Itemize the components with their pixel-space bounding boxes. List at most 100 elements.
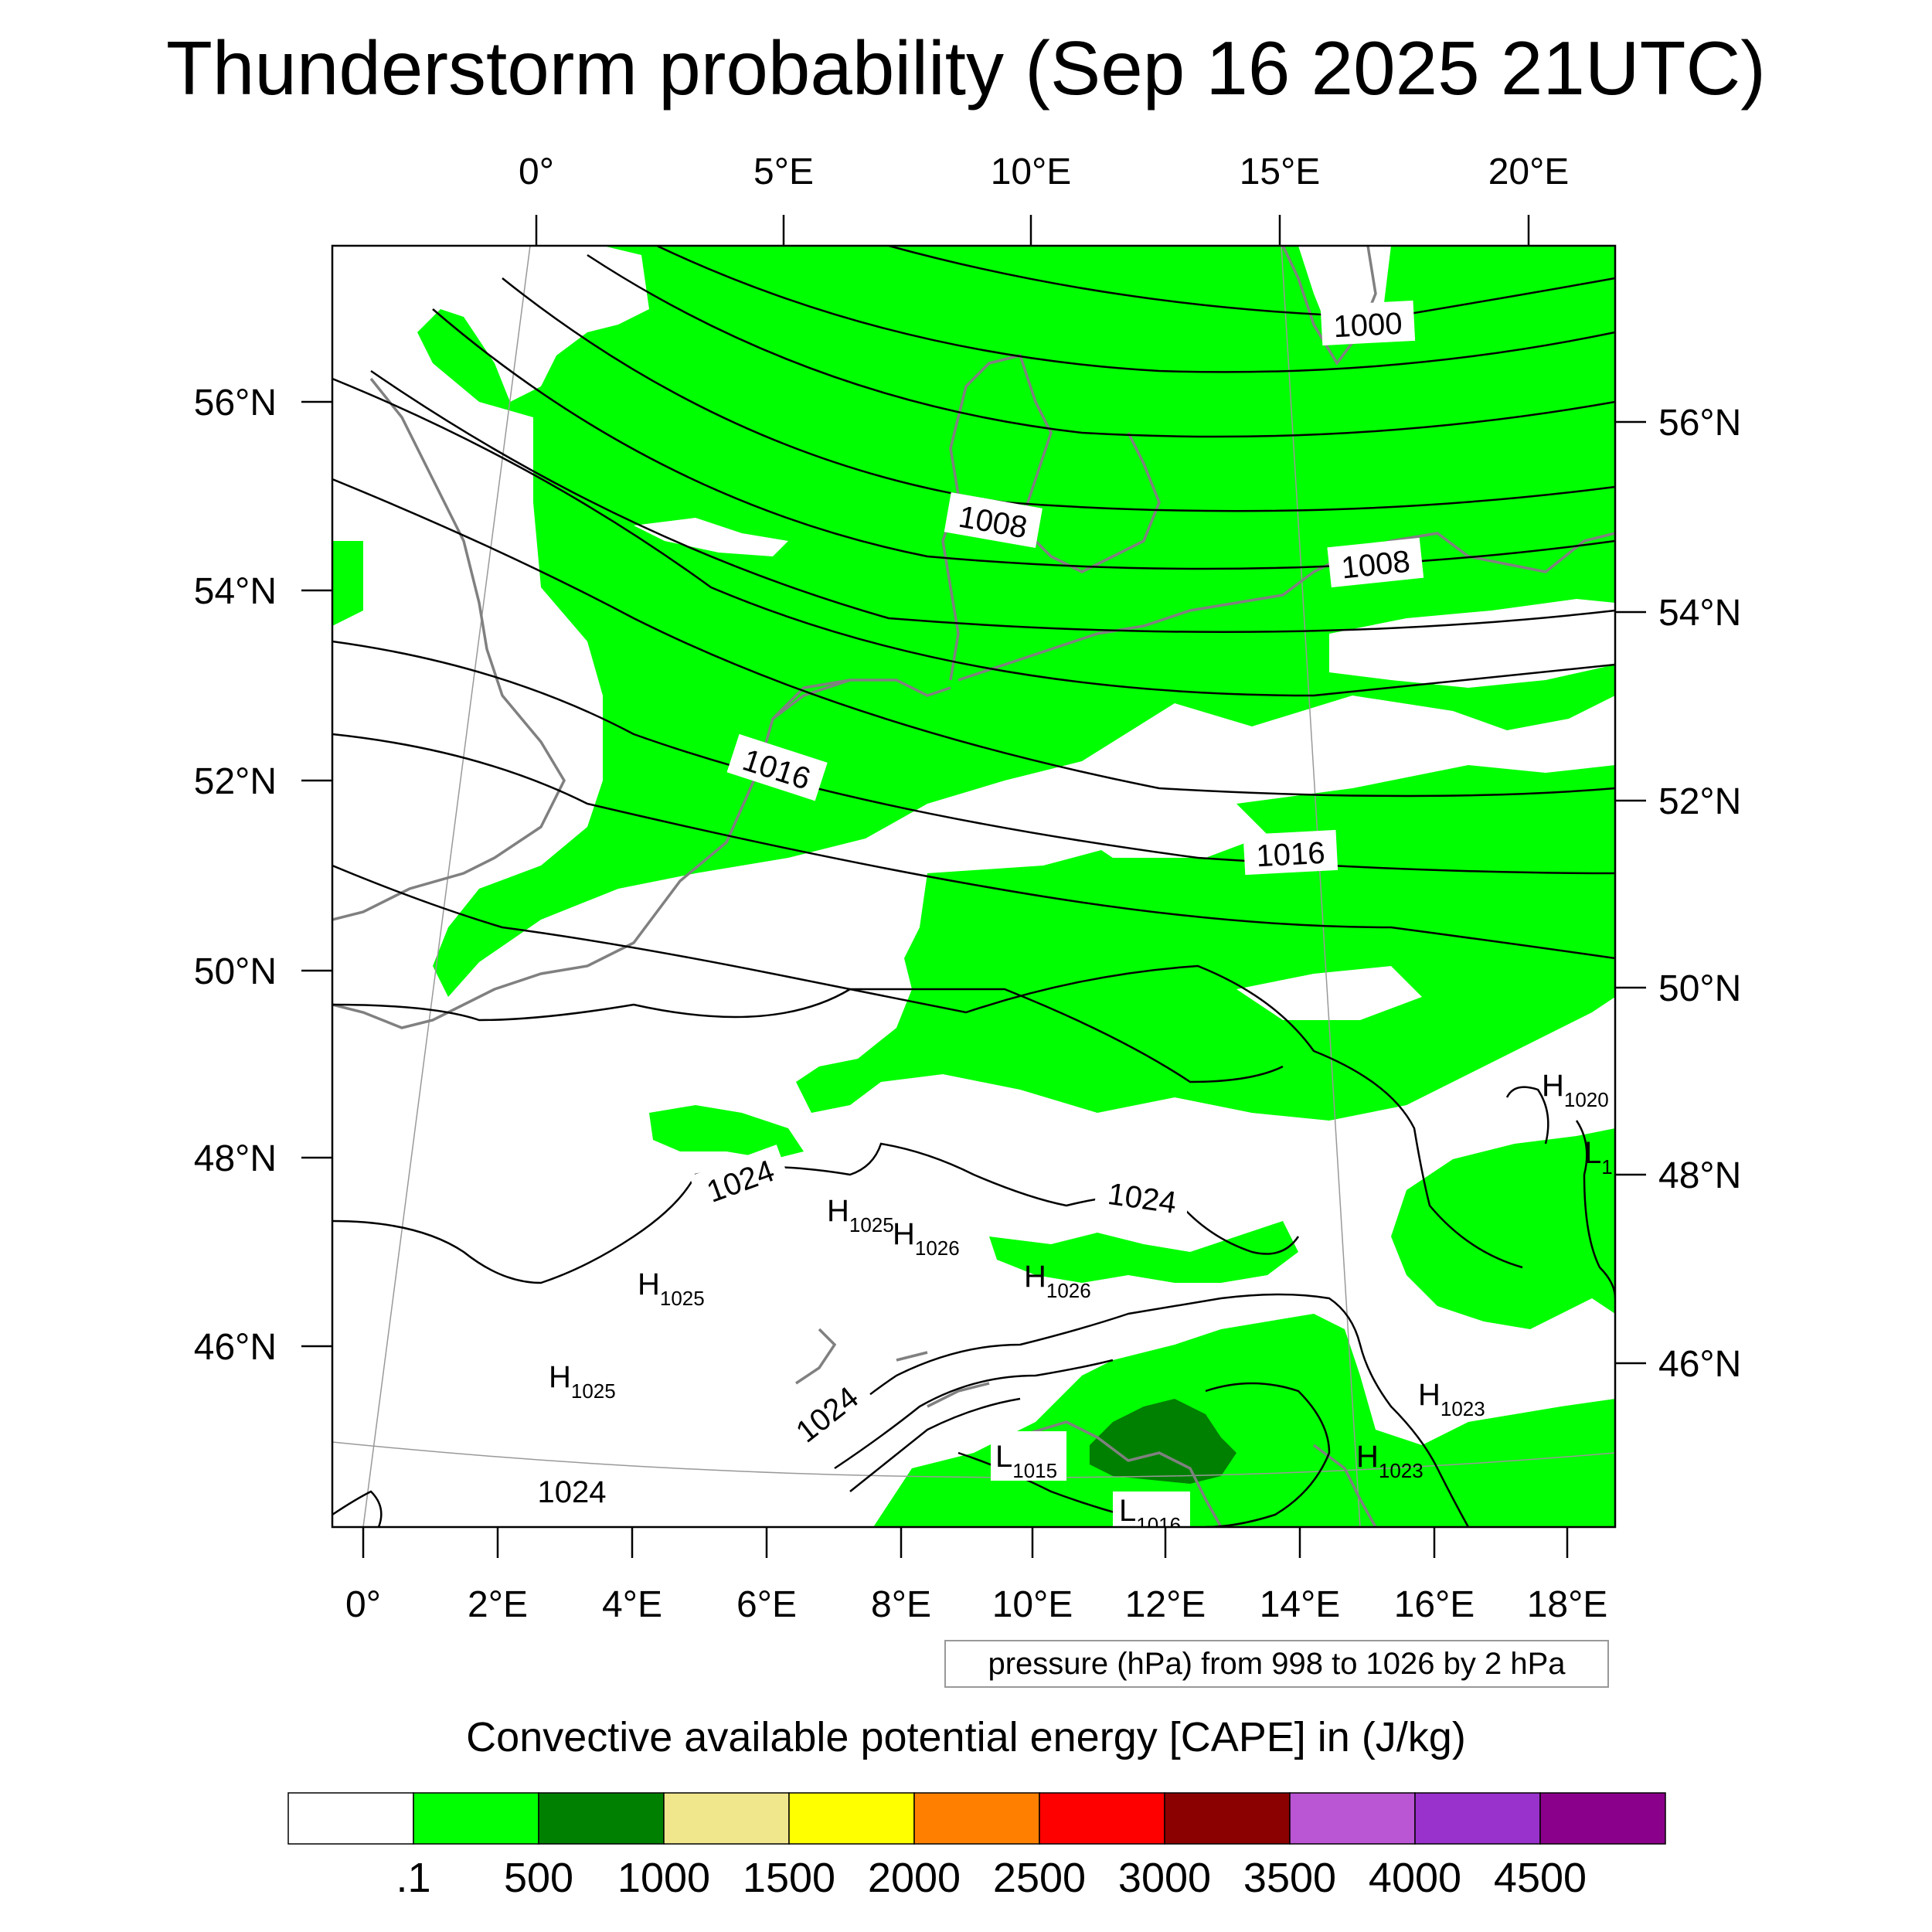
coast-britain — [332, 377, 566, 921]
colorbar-label: 2000 — [868, 1855, 961, 1901]
colorbar-swatch — [913, 1792, 1040, 1845]
cape-gap-2 — [1329, 599, 1615, 688]
bottom-lon-axis — [362, 1527, 1569, 1558]
colorbar-swatch — [1039, 1792, 1165, 1845]
cape-gap-1 — [634, 518, 788, 556]
pressure-center-box: L1016 — [1113, 1492, 1190, 1536]
pressure-center: H1023 — [1418, 1378, 1485, 1420]
pressure-center: L1015 — [995, 1440, 1057, 1482]
coast-denmark — [941, 353, 1161, 681]
cape-gaps — [634, 246, 1615, 1020]
cape-gap-4 — [1236, 966, 1422, 1020]
colorbar-swatch — [788, 1792, 915, 1845]
top-lon-tick: 20°E — [1488, 151, 1570, 192]
pressure-centers: H1025 H1026 H1025 H1026 H1025 H1023 H102… — [549, 1069, 1613, 1536]
pressure-center: H1020 — [1542, 1069, 1609, 1111]
right-lat-tick: 56°N — [1658, 403, 1741, 444]
bottom-lon-tick: 14°E — [1260, 1584, 1341, 1625]
bottom-lon-tick: 4°E — [602, 1584, 662, 1625]
cape-field — [332, 246, 1615, 1527]
cape-region-uk — [332, 541, 363, 626]
left-lat-axis — [301, 400, 332, 1348]
colorbar-swatch — [663, 1792, 790, 1845]
svg-text:1024: 1024 — [538, 1475, 607, 1509]
coast-sweden — [1281, 246, 1377, 366]
left-lat-tick: 48°N — [194, 1138, 277, 1179]
colorbar — [287, 1792, 1666, 1845]
contour-label: 1000 — [1320, 300, 1416, 346]
top-lon-tick: 10°E — [991, 151, 1072, 192]
cape-region-central — [796, 765, 1615, 1121]
colorbar-swatch — [538, 1792, 665, 1845]
colorbar-label: 1500 — [743, 1855, 835, 1901]
pressure-center: L1016 — [1119, 1494, 1181, 1536]
contour-label: 1024 — [689, 1145, 791, 1215]
chart-title: Thunderstorm probability (Sep 16 2025 21… — [166, 26, 1766, 111]
cape-gap-3 — [1066, 804, 1267, 858]
cape-region-west — [649, 1105, 804, 1159]
right-lat-tick: 48°N — [1658, 1155, 1741, 1196]
colorbar-swatch — [1164, 1792, 1291, 1845]
top-lon-axis — [535, 215, 1530, 246]
pressure-center: H1025 — [549, 1360, 616, 1403]
colorbar-label: 3500 — [1243, 1855, 1336, 1901]
colorbar-label: 1000 — [617, 1855, 710, 1901]
pressure-center: H1025 — [638, 1267, 705, 1310]
bottom-lon-tick: 12°E — [1125, 1584, 1206, 1625]
coast-adriatic — [1027, 1420, 1377, 1527]
left-lat-tick: 56°N — [194, 383, 277, 423]
bottom-lon-tick: 8°E — [871, 1584, 931, 1625]
colorbar-label: 2500 — [993, 1855, 1086, 1901]
coast-germany-baltic — [957, 532, 1615, 682]
top-lon-tick: 0° — [519, 151, 554, 192]
pressure-center: H1026 — [1024, 1260, 1091, 1302]
cape-region-alps — [989, 1221, 1298, 1283]
contour-label: 1024 — [1094, 1169, 1192, 1223]
bottom-lon-tick: 2°E — [468, 1584, 528, 1625]
coastlines — [332, 246, 1615, 1527]
top-lon-tick: 5°E — [753, 151, 814, 192]
colorbar-title: Convective available potential energy [C… — [466, 1714, 1466, 1760]
colorbar-label: .1 — [396, 1855, 430, 1901]
map-frame — [331, 244, 1617, 1529]
bottom-lon-tick: 18°E — [1527, 1584, 1608, 1625]
bottom-lon-tick: 10°E — [992, 1584, 1073, 1625]
left-lat-tick: 46°N — [194, 1327, 277, 1368]
left-lat-tick: 52°N — [194, 761, 277, 802]
top-lon-tick: 15°E — [1240, 151, 1321, 192]
pressure-legend: pressure (hPa) from 998 to 1026 by 2 hPa — [944, 1640, 1609, 1688]
right-lat-tick: 54°N — [1658, 593, 1741, 634]
graticule — [332, 246, 1615, 1527]
colorbar-label: 3000 — [1118, 1855, 1211, 1901]
pressure-center: H1026 — [893, 1217, 960, 1260]
svg-text:1016: 1016 — [1255, 836, 1325, 874]
colorbar-label: 4500 — [1494, 1855, 1587, 1901]
contour-label: 1016 — [1243, 829, 1338, 876]
cape-region-dark — [1090, 1399, 1236, 1484]
colorbar-swatch — [1414, 1792, 1541, 1845]
left-lat-tick: 54°N — [194, 571, 277, 612]
colorbar-label: 500 — [504, 1855, 573, 1901]
colorbar-swatch — [1289, 1792, 1416, 1845]
bottom-lon-tick: 16°E — [1394, 1584, 1475, 1625]
right-lat-tick: 46°N — [1658, 1344, 1741, 1385]
coast-alps-lakes — [795, 1328, 990, 1408]
colorbar-swatch — [1539, 1792, 1666, 1845]
contour-label: 1008 — [1327, 537, 1424, 588]
colorbar-swatch — [413, 1792, 539, 1845]
pressure-center: H1025 — [827, 1194, 894, 1236]
pressure-center-box: L1015 — [991, 1431, 1066, 1482]
left-lat-tick: 50°N — [194, 951, 277, 992]
contour-label: 1008 — [944, 492, 1043, 549]
right-lat-axis — [1615, 420, 1646, 1365]
bottom-lon-tick: 6°E — [736, 1584, 797, 1625]
right-lat-tick: 52°N — [1658, 781, 1741, 822]
coast-france — [332, 679, 851, 1029]
svg-text:1008: 1008 — [1340, 544, 1412, 585]
coast-netherlands — [771, 679, 951, 720]
bottom-lon-tick: 0° — [345, 1584, 381, 1625]
map-area: 1000 1008 1008 1016 1016 1024 1024 1024 … — [332, 246, 1615, 1536]
pressure-center: L1 — [1584, 1136, 1613, 1179]
right-lat-tick: 50°N — [1658, 968, 1741, 1009]
